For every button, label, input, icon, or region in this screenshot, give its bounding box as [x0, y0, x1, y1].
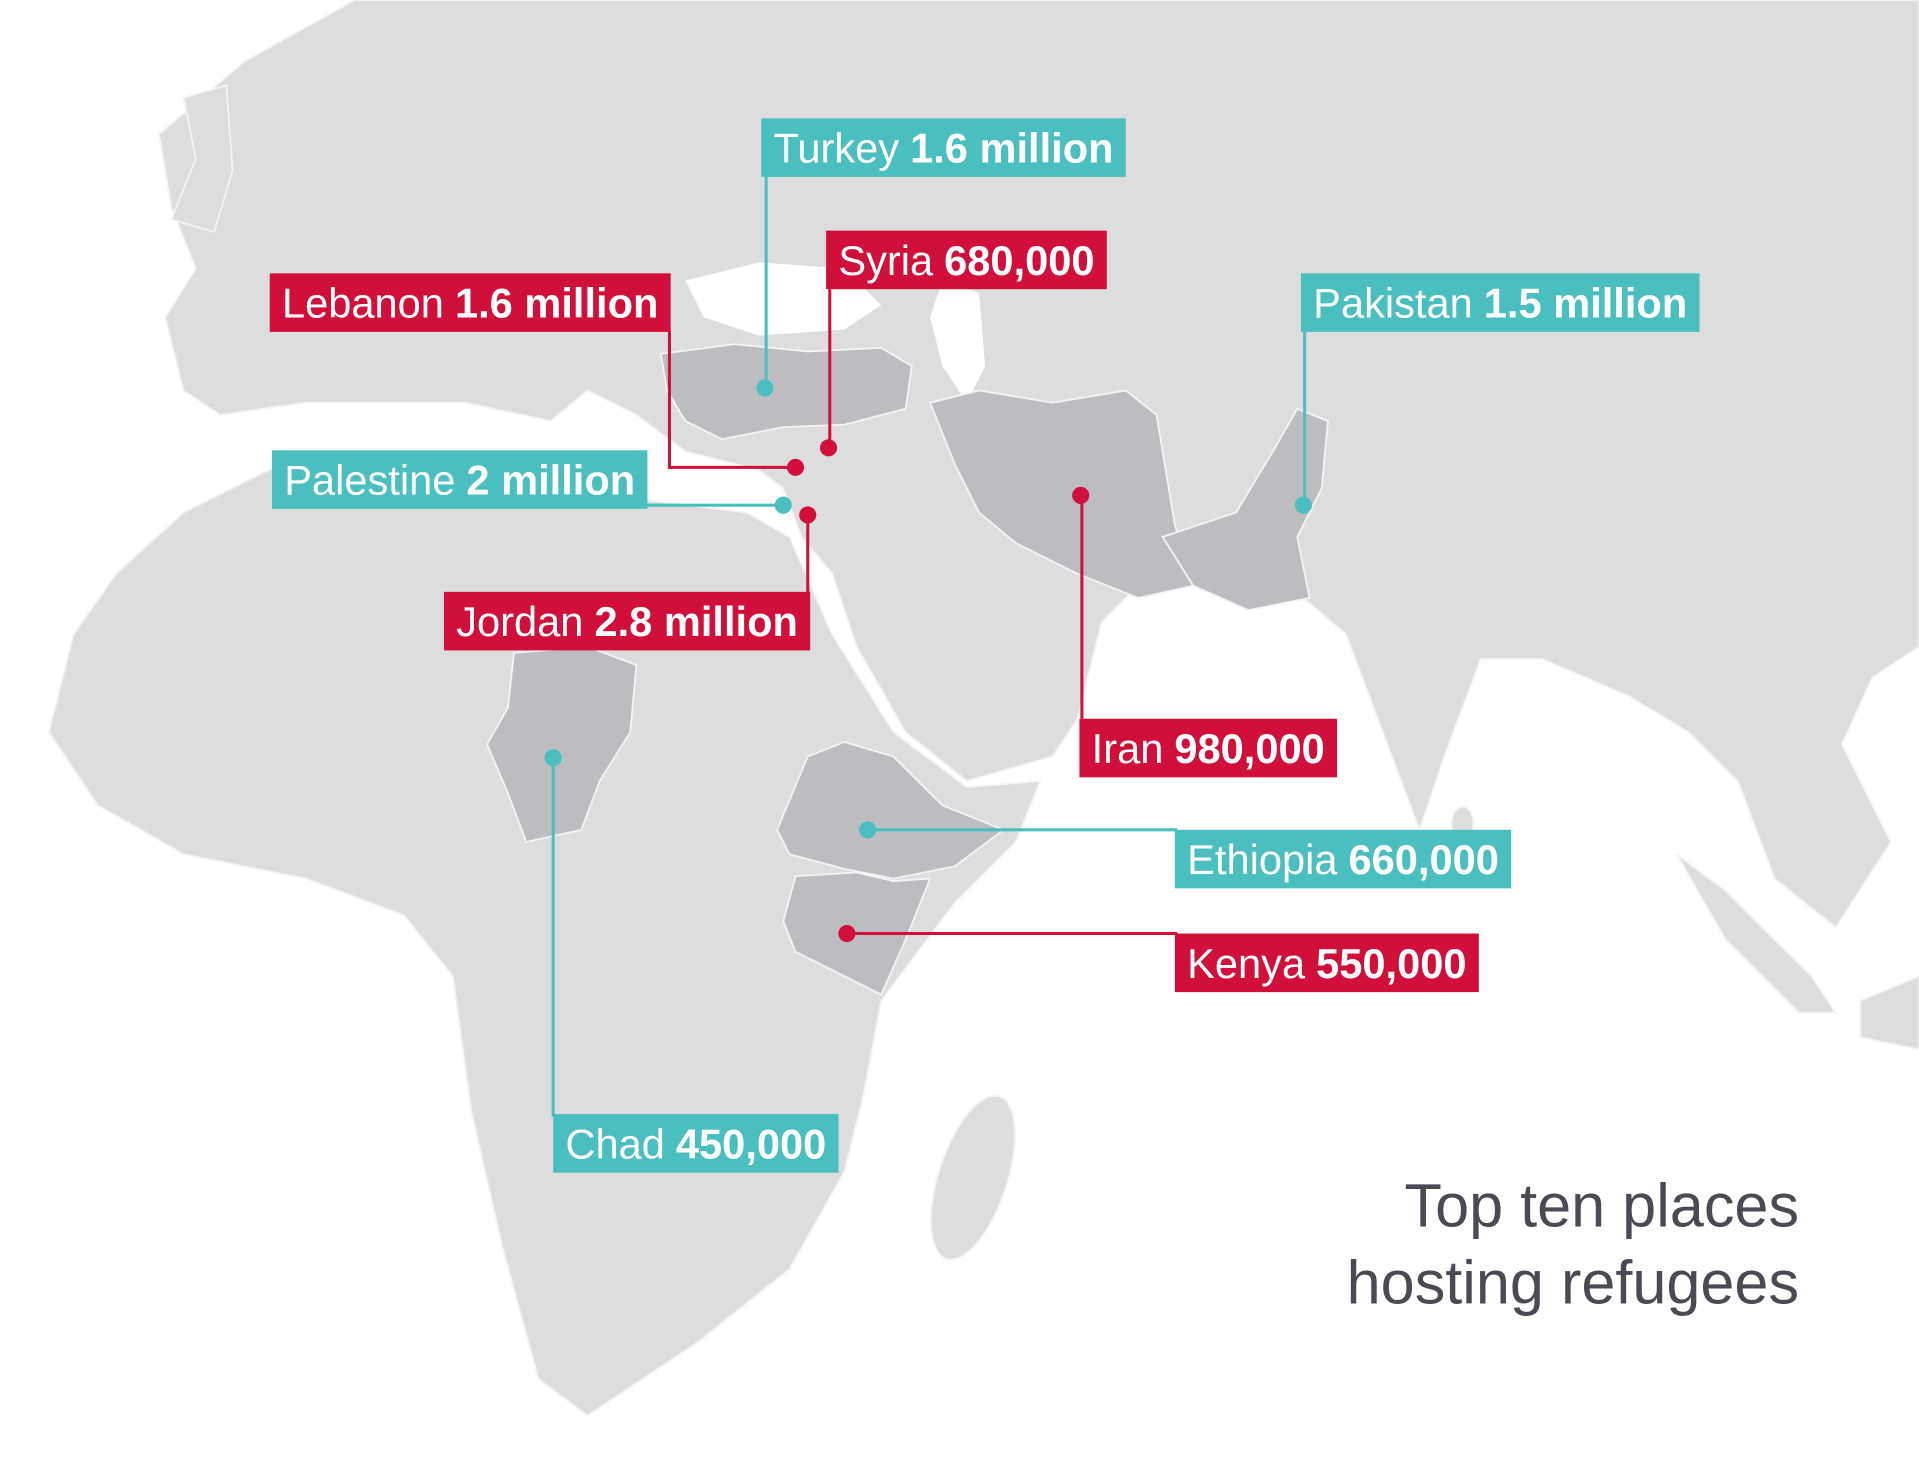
label-box — [826, 230, 1107, 290]
britain — [170, 84, 234, 233]
pakistan — [1161, 407, 1329, 612]
place-label: Kenya 550,000 — [838, 924, 1479, 993]
place-value: 680,000 — [944, 236, 1094, 283]
label-text: Iran 980,000 — [1092, 725, 1325, 772]
place-label: Palestine 2 million — [271, 450, 792, 514]
africa — [47, 456, 1042, 1417]
label-text: Syria 680,000 — [838, 236, 1094, 283]
label-text: Turkey 1.6 million — [773, 124, 1113, 171]
place-label: Turkey 1.6 million — [756, 118, 1126, 397]
place-value: 550,000 — [1316, 939, 1466, 986]
place-value: 2.8 million — [594, 598, 797, 645]
location-dot — [819, 439, 838, 457]
place-value: 450,000 — [676, 1120, 826, 1167]
title-line: hosting refugees — [1347, 1248, 1799, 1316]
place-value: 1.6 million — [455, 279, 658, 326]
host-countries — [486, 343, 1329, 996]
location-dot — [544, 749, 562, 767]
place-label: Ethiopia 660,000 — [859, 821, 1512, 889]
leader-line — [667, 330, 796, 469]
location-dot — [838, 924, 856, 943]
place-name: Lebanon — [282, 279, 444, 326]
madagascar — [930, 1094, 1016, 1261]
place-value: 2 million — [466, 456, 635, 503]
label-text: Chad 450,000 — [565, 1120, 826, 1167]
place-name: Palestine — [284, 456, 455, 503]
label-box — [553, 1114, 839, 1173]
label-box — [761, 118, 1126, 177]
place-name: Jordan — [456, 598, 583, 645]
label-text: Palestine 2 million — [284, 456, 635, 503]
place-value: 1.5 million — [1484, 279, 1687, 326]
place-label: Lebanon 1.6 million — [269, 273, 805, 476]
location-dot — [774, 496, 792, 514]
place-label: Syria 680,000 — [819, 230, 1107, 457]
label-text: Jordan 2.8 million — [456, 598, 798, 645]
location-dot — [1294, 496, 1312, 514]
label-box — [269, 273, 671, 332]
turkey — [659, 343, 913, 441]
label-box — [271, 450, 648, 509]
place-label: Iran 980,000 — [1072, 486, 1338, 778]
chad — [486, 645, 638, 844]
place-name: Kenya — [1187, 939, 1306, 986]
label-box — [1300, 273, 1700, 332]
title-line: Top ten places — [1405, 1171, 1800, 1239]
place-name: Syria — [838, 236, 934, 283]
place-name: Iran — [1092, 725, 1164, 772]
label-box — [443, 591, 811, 651]
borneo — [1859, 975, 1919, 1051]
place-value: 980,000 — [1174, 725, 1324, 772]
caspian — [930, 280, 986, 403]
location-dot — [1072, 486, 1090, 504]
label-box — [1174, 829, 1512, 889]
place-label: Pakistan 1.5 million — [1294, 273, 1700, 514]
place-value: 1.6 million — [910, 124, 1113, 171]
label-box — [1079, 718, 1338, 778]
place-name: Pakistan — [1313, 279, 1473, 326]
sumatra — [1675, 853, 1838, 1014]
place-name: Ethiopia — [1187, 836, 1338, 883]
place-name: Turkey — [773, 124, 899, 171]
place-label: Chad 450,000 — [544, 749, 839, 1173]
place-name: Chad — [565, 1120, 664, 1167]
location-dot — [786, 458, 805, 476]
label-text: Kenya 550,000 — [1187, 939, 1466, 986]
location-dot — [859, 821, 877, 839]
location-dot — [799, 506, 817, 524]
ethiopia — [776, 740, 1006, 880]
location-dot — [756, 379, 774, 397]
label-text: Pakistan 1.5 million — [1313, 279, 1687, 326]
place-value: 660,000 — [1349, 836, 1499, 883]
label-box — [1174, 933, 1479, 993]
label-text: Ethiopia 660,000 — [1187, 836, 1499, 883]
place-label: Jordan 2.8 million — [443, 506, 817, 651]
label-text: Lebanon 1.6 million — [282, 279, 658, 326]
